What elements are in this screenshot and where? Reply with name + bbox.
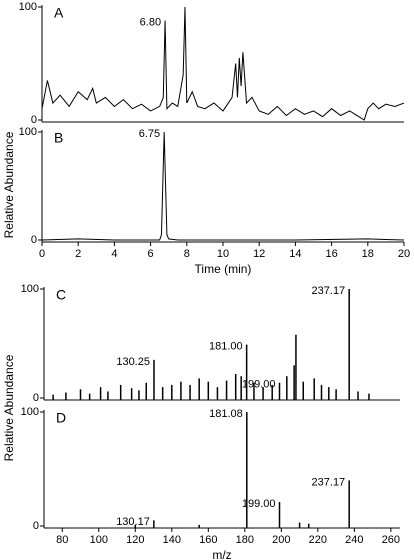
x-tick-label: 120	[126, 534, 144, 546]
x-tick-label: 220	[309, 534, 327, 546]
line-series	[41, 131, 405, 241]
x-tick-label: 260	[382, 534, 400, 546]
peak-label: 199.00	[242, 498, 276, 510]
peak-label: 6.80	[140, 16, 161, 28]
x-tick-label: 2	[75, 248, 81, 260]
x-tick-label: 8	[184, 248, 190, 260]
x-tick-label: 160	[199, 534, 217, 546]
x-tick-label: 6	[148, 248, 154, 260]
y-tick-label: 0	[33, 520, 39, 532]
panel-label: D	[56, 410, 66, 426]
x-tick-label: 180	[236, 534, 254, 546]
x-axis-label: m/z	[212, 548, 231, 560]
peak-label: 130.17	[116, 516, 150, 528]
peak-label: 237.17	[312, 285, 346, 297]
x-tick-label: 12	[253, 248, 265, 260]
y-axis-label: Relative Abundance	[2, 131, 16, 238]
y-tick-label: 100	[21, 283, 39, 295]
line-series	[41, 6, 405, 121]
peak-label: 199.00	[242, 379, 276, 391]
x-tick-label: 80	[56, 534, 68, 546]
x-tick-label: 100	[90, 534, 108, 546]
y-tick-label: 100	[19, 1, 37, 13]
panel-label: B	[54, 130, 63, 146]
x-tick-label: 18	[362, 248, 374, 260]
x-tick-label: 14	[289, 248, 301, 260]
y-tick-label: 0	[31, 114, 37, 126]
x-axis-label: Time (min)	[195, 262, 252, 276]
peak-label: 130.25	[116, 356, 150, 368]
panel-label: C	[56, 287, 66, 303]
y-axis-label: Relative Abundance	[2, 354, 16, 461]
peak-label: 181.08	[209, 408, 243, 420]
peak-label: 237.17	[312, 476, 346, 488]
peak-label: 181.00	[209, 340, 243, 352]
x-tick-label: 0	[39, 248, 45, 260]
x-tick-label: 200	[272, 534, 290, 546]
x-tick-label: 10	[217, 248, 229, 260]
y-tick-label: 100	[19, 126, 37, 138]
y-tick-label: 0	[33, 392, 39, 404]
x-tick-label: 16	[325, 248, 337, 260]
peak-label: 6.75	[139, 128, 160, 140]
x-tick-label: 4	[111, 248, 117, 260]
y-tick-label: 0	[31, 234, 37, 246]
x-tick-label: 240	[345, 534, 363, 546]
x-tick-label: 20	[398, 248, 410, 260]
panel-label: A	[54, 5, 64, 21]
x-tick-label: 140	[163, 534, 181, 546]
y-tick-label: 100	[21, 406, 39, 418]
